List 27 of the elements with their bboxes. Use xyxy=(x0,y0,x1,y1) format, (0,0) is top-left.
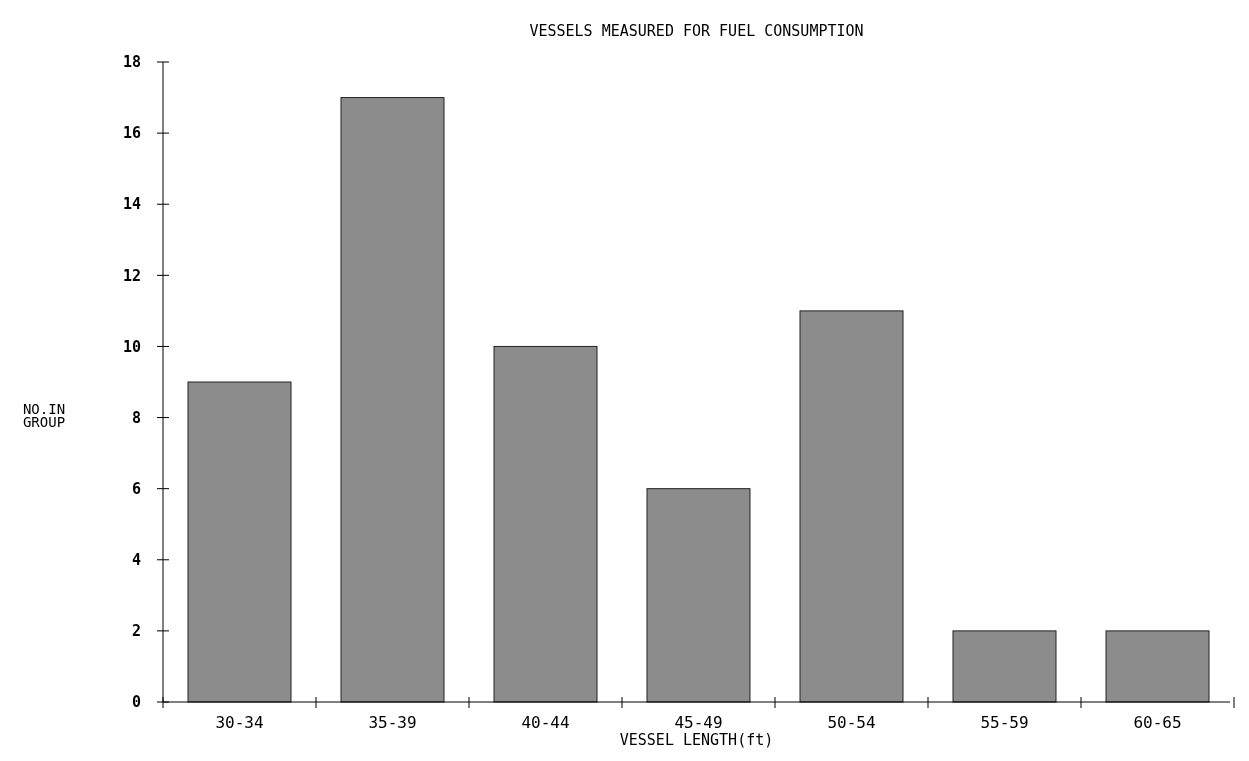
y-tick-label: 12 xyxy=(122,266,141,285)
y-tick-label: 8 xyxy=(131,408,141,427)
y-tick-label: 0 xyxy=(131,693,141,712)
chart-title: VESSELS MEASURED FOR FUEL CONSUMPTION xyxy=(529,22,864,40)
bar xyxy=(493,345,598,703)
x-tick-label: 50-54 xyxy=(827,713,876,732)
bar xyxy=(187,381,292,703)
y-axis-title: NO.IN GROUP xyxy=(22,401,66,430)
bar xyxy=(1105,630,1210,703)
y-tick-label: 6 xyxy=(131,479,141,498)
bar xyxy=(340,97,445,703)
bar xyxy=(952,630,1057,703)
bar xyxy=(799,310,904,703)
y-tick-label: 4 xyxy=(131,551,141,570)
x-tick-label: 60-65 xyxy=(1133,713,1182,732)
x-tick-label: 30-34 xyxy=(215,713,264,732)
x-tick-label: 55-59 xyxy=(980,713,1029,732)
x-axis-title: VESSEL LENGTH(ft) xyxy=(619,731,774,749)
y-tick-label: 10 xyxy=(122,337,141,356)
x-tick-label: 35-39 xyxy=(368,713,417,732)
y-tick-label: 14 xyxy=(122,195,141,214)
bar xyxy=(646,488,751,703)
y-tick-label: 2 xyxy=(131,622,141,641)
x-tick-label: 40-44 xyxy=(521,713,570,732)
x-tick-label: 45-49 xyxy=(674,713,723,732)
y-tick-label: 18 xyxy=(122,53,141,72)
y-tick-label: 16 xyxy=(122,124,141,143)
